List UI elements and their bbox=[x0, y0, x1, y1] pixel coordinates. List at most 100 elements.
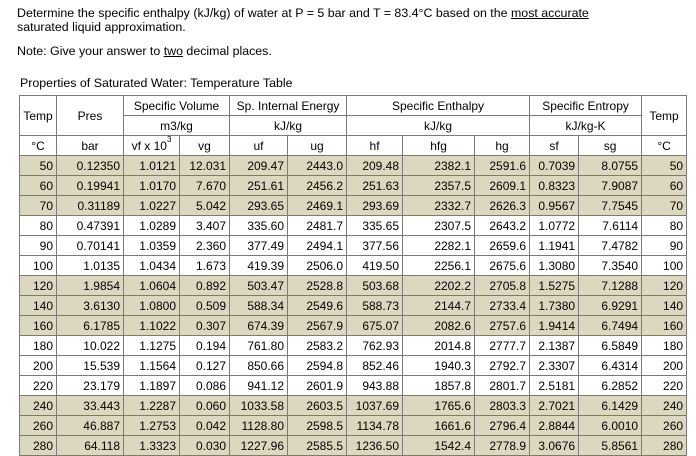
table-cell: 335.60 bbox=[229, 215, 289, 236]
table-cell: 2.3307 bbox=[529, 355, 580, 376]
table-cell: 0.892 bbox=[178, 275, 231, 296]
header-internal-energy-unit: kJ/kg bbox=[229, 115, 348, 136]
table-cell: 2.8844 bbox=[529, 415, 580, 436]
table-cell: 240 bbox=[19, 395, 57, 416]
table-cell: 2594.8 bbox=[287, 355, 348, 376]
header-specific-entropy-unit: kJ/kg-K bbox=[529, 115, 643, 136]
table-cell: 6.5849 bbox=[578, 335, 643, 356]
table-cell: 50 bbox=[19, 155, 57, 176]
table-cell: 2144.7 bbox=[402, 295, 476, 316]
table-cell: 1.0170 bbox=[123, 175, 180, 196]
table-cell: 220 bbox=[19, 375, 57, 396]
table-cell: 209.47 bbox=[229, 155, 289, 176]
table-cell: 852.46 bbox=[346, 355, 404, 376]
table-cell: 160 bbox=[19, 315, 57, 336]
table-cell: 7.670 bbox=[178, 175, 231, 196]
table-cell: 90 bbox=[641, 235, 688, 256]
table-cell: 1.2753 bbox=[123, 415, 180, 436]
table-cell: 2803.3 bbox=[474, 395, 531, 416]
table-cell: 1.1275 bbox=[123, 335, 180, 356]
table-cell: 0.31189 bbox=[56, 195, 124, 216]
table-cell: 293.69 bbox=[346, 195, 404, 216]
table-cell: 335.65 bbox=[346, 215, 404, 236]
table-cell: 6.1429 bbox=[578, 395, 643, 416]
table-cell: 1661.6 bbox=[402, 415, 476, 436]
table-cell: 6.0010 bbox=[578, 415, 643, 436]
table-cell: 2443.0 bbox=[287, 155, 348, 176]
table-cell: 100 bbox=[641, 255, 688, 276]
table-cell: 240 bbox=[641, 395, 688, 416]
table-cell: 1.0359 bbox=[123, 235, 180, 256]
table-cell: 140 bbox=[19, 295, 57, 316]
table-cell: 0.127 bbox=[178, 355, 231, 376]
table-cell: 1.1022 bbox=[123, 315, 180, 336]
header-temp-unit-right: °C bbox=[641, 135, 688, 156]
header-pres-unit: bar bbox=[56, 135, 124, 156]
table-cell: 674.39 bbox=[229, 315, 289, 336]
table-cell: 180 bbox=[641, 335, 688, 356]
table-cell: 2481.7 bbox=[287, 215, 348, 236]
table-cell: 3.407 bbox=[178, 215, 231, 236]
table-cell: 2506.0 bbox=[287, 255, 348, 276]
table-cell: 70 bbox=[19, 195, 57, 216]
table-cell: 2456.2 bbox=[287, 175, 348, 196]
table-cell: 2757.6 bbox=[474, 315, 531, 336]
table-cell: 0.19941 bbox=[56, 175, 124, 196]
table-cell: 2549.6 bbox=[287, 295, 348, 316]
header-specific-enthalpy: Specific Enthalpy bbox=[346, 95, 531, 116]
table-row: 240 33.443 1.2287 0.060 1033.58 2603.5 1037.69… bbox=[19, 395, 688, 416]
table-cell: 0.307 bbox=[178, 315, 231, 336]
table-cell: 2603.5 bbox=[287, 395, 348, 416]
question-line-2: saturated liquid approximation. bbox=[17, 20, 186, 34]
table-cell: 377.56 bbox=[346, 235, 404, 256]
table-cell: 0.042 bbox=[178, 415, 231, 436]
table-cell: 180 bbox=[19, 335, 57, 356]
table-row: 180 10.022 1.1275 0.194 761.80 2583.2 762.93 20… bbox=[19, 335, 688, 356]
table-caption: Properties of Saturated Water: Temperatu… bbox=[20, 76, 293, 90]
table-cell: 2585.5 bbox=[287, 435, 348, 456]
table-cell: 6.2852 bbox=[578, 375, 643, 396]
table-cell: 8.0755 bbox=[578, 155, 643, 176]
table-row: 100 1.0135 1.0434 1.673 419.39 2506.0 419.50 22… bbox=[19, 255, 688, 276]
table-cell: 2357.5 bbox=[402, 175, 476, 196]
table-cell: 1.0772 bbox=[529, 215, 580, 236]
table-cell: 0.194 bbox=[178, 335, 231, 356]
header-specific-volume-unit: m3/kg bbox=[122, 115, 231, 136]
table-cell: 1.0800 bbox=[123, 295, 180, 316]
table-cell: 2307.5 bbox=[402, 215, 476, 236]
table-cell: 1033.58 bbox=[229, 395, 289, 416]
table-cell: 762.93 bbox=[346, 335, 404, 356]
table-cell: 2332.7 bbox=[402, 195, 476, 216]
table-cell: 0.060 bbox=[178, 395, 231, 416]
table-cell: 0.086 bbox=[178, 375, 231, 396]
header-hfg: hfg bbox=[402, 135, 476, 156]
table-cell: 2082.6 bbox=[402, 315, 476, 336]
header-internal-energy: Sp. Internal Energy bbox=[229, 95, 348, 116]
table-row: 140 3.6130 1.0800 0.509 588.34 2549.6 588.73 21… bbox=[19, 295, 688, 316]
table-cell: 1037.69 bbox=[346, 395, 404, 416]
table-cell: 280 bbox=[641, 435, 688, 456]
table-cell: 70 bbox=[641, 195, 688, 216]
table-cell: 7.6114 bbox=[578, 215, 643, 236]
table-cell: 260 bbox=[641, 415, 688, 436]
header-temp-right: Temp bbox=[641, 95, 688, 136]
header-ug: ug bbox=[287, 135, 348, 156]
table-row: 80 0.47391 1.0289 3.407 335.60 2481.7 335.65 23… bbox=[19, 215, 688, 236]
header-sf: sf bbox=[529, 135, 580, 156]
table-cell: 2792.7 bbox=[474, 355, 531, 376]
emphasis-most-accurate: most accurate bbox=[510, 6, 589, 20]
table-cell: 2.7021 bbox=[529, 395, 580, 416]
table-cell: 1.1897 bbox=[123, 375, 180, 396]
table-cell: 7.1288 bbox=[578, 275, 643, 296]
table-row: 200 15.539 1.1564 0.127 850.66 2594.8 852.46 19… bbox=[19, 355, 688, 376]
table-cell: 6.9291 bbox=[578, 295, 643, 316]
table-cell: 0.7039 bbox=[529, 155, 580, 176]
table-cell: 293.65 bbox=[229, 195, 289, 216]
table-cell: 0.030 bbox=[178, 435, 231, 456]
table-cell: 1.5275 bbox=[529, 275, 580, 296]
table-cell: 1.0289 bbox=[123, 215, 180, 236]
question-note: Note: Give your answer to two decimal pl… bbox=[17, 44, 272, 58]
table-cell: 2591.6 bbox=[474, 155, 531, 176]
table-cell: 1134.78 bbox=[346, 415, 404, 436]
table-row: 160 6.1785 1.1022 0.307 674.39 2567.9 675.07 20… bbox=[19, 315, 688, 336]
